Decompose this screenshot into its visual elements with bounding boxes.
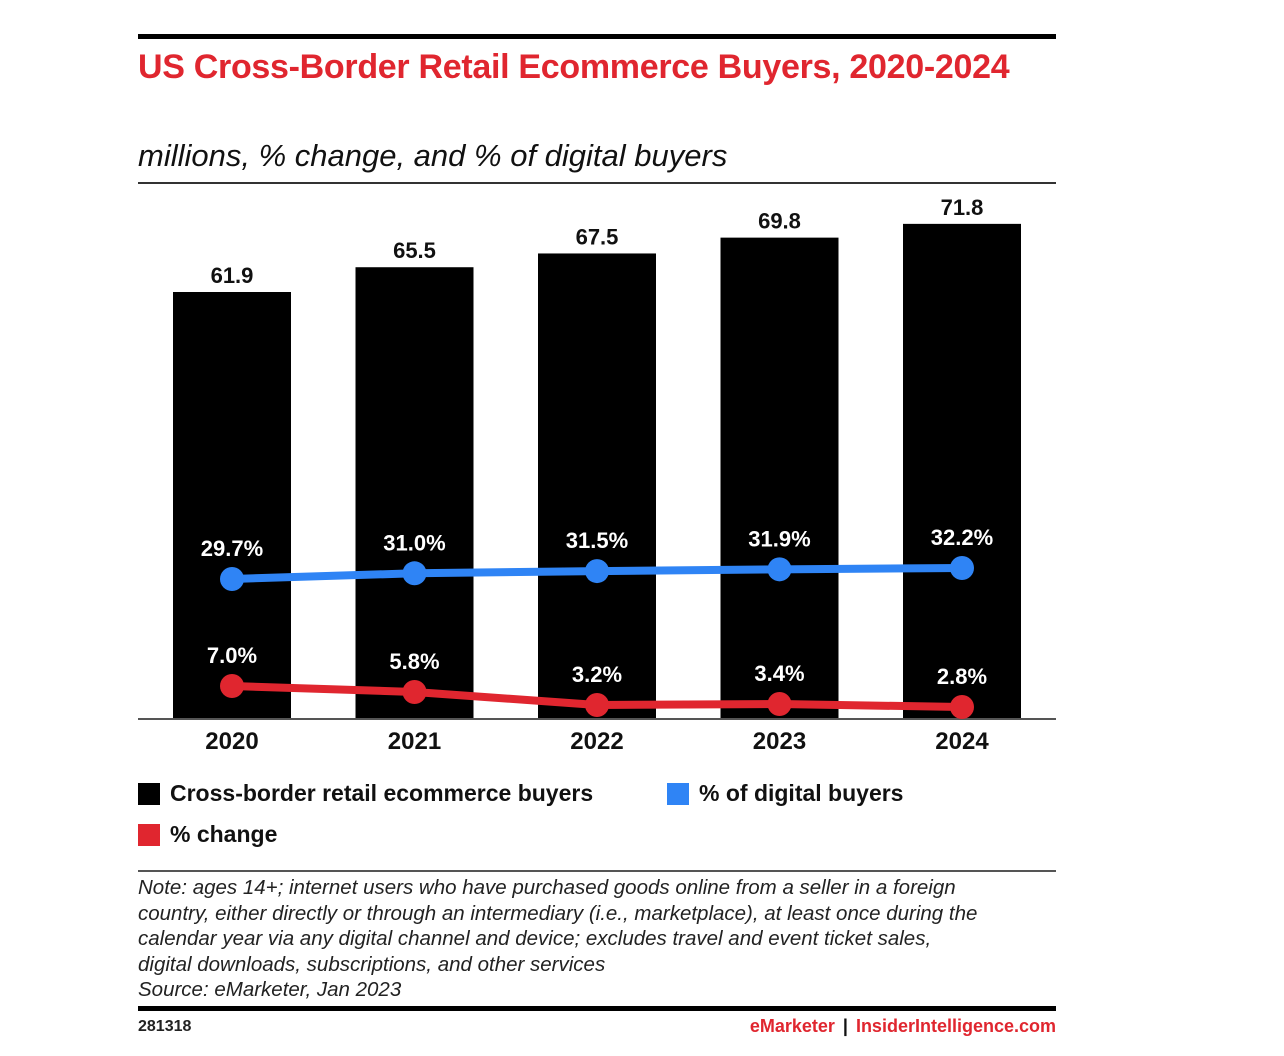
bar-value-label: 61.9 [211, 263, 254, 288]
pct-change-point [585, 693, 609, 717]
chart-note: Note: ages 14+; internet users who have … [138, 875, 1056, 1003]
pct-change-data-label: 3.2% [572, 662, 622, 687]
subtitle-rule [138, 182, 1056, 184]
brand-separator: | [842, 1016, 848, 1036]
brand-emarketer: eMarketer [749, 1016, 835, 1036]
pct-change-point [402, 680, 427, 704]
note-rule [138, 870, 1056, 872]
x-tick-label: 2024 [935, 728, 989, 755]
pct-change-data-label: 5.8% [389, 649, 439, 674]
pct-change-point [767, 692, 792, 716]
chart-subtitle: millions, % change, and % of digital buy… [138, 138, 728, 173]
pct-change-point [950, 695, 974, 719]
bar [720, 237, 839, 719]
digital-buyers-data-label: 32.2% [931, 525, 993, 550]
combo-chart: 61.9 65.5 67.5 69.8 71.8 2020 2021 2022 2023 2024… [138, 195, 1056, 755]
legend-swatch-buyers [138, 782, 160, 805]
pct-change-data-label: 3.4% [754, 661, 804, 686]
footer-brand: eMarketer | InsiderIntelligence.com [750, 1016, 1056, 1037]
legend-item-digital: % of digital buyers [667, 780, 903, 807]
digital-buyers-data-label: 29.7% [201, 536, 263, 561]
x-tick-label: 2022 [570, 728, 623, 755]
pct-change-point [220, 674, 244, 698]
bar-value-label: 69.8 [758, 209, 801, 234]
note-line: Note: ages 14+; internet users who have … [138, 876, 956, 899]
legend-swatch-change [138, 823, 160, 846]
brand-site-link[interactable]: InsiderIntelligence.com [855, 1016, 1056, 1036]
x-tick-label: 2023 [753, 728, 806, 755]
x-tick-label: 2020 [205, 728, 258, 755]
digital-buyers-point [402, 561, 427, 586]
note-line: digital downloads, subscriptions, and ot… [138, 952, 606, 976]
note-line: country, either directly or through an i… [138, 901, 978, 925]
chart-id: 281318 [138, 1018, 192, 1035]
legend-swatch-digital [667, 782, 689, 805]
bar [355, 267, 474, 718]
bar-value-label: 67.5 [576, 224, 619, 249]
chart-title: US Cross-Border Retail Ecommerce Buyers,… [138, 48, 1010, 86]
pct-change-data-label: 7.0% [207, 643, 257, 668]
digital-buyers-data-label: 31.9% [748, 526, 810, 551]
legend-label-buyers: Cross-border retail ecommerce buyers [170, 780, 594, 806]
top-rule [138, 34, 1056, 39]
digital-buyers-point [220, 567, 244, 591]
note-line: calendar year via any digital channel an… [138, 927, 932, 950]
legend-item-buyers: Cross-border retail ecommerce buyers [138, 780, 593, 807]
digital-buyers-data-label: 31.0% [383, 530, 445, 555]
bar-value-label: 71.8 [941, 195, 984, 220]
bar [903, 223, 1021, 718]
source-line: Source: eMarketer, Jan 2023 [138, 978, 402, 1001]
bottom-rule [138, 1006, 1056, 1011]
pct-change-data-label: 2.8% [937, 664, 987, 689]
legend-label-change: % change [170, 821, 278, 847]
bar [173, 292, 291, 718]
legend-item-change: % change [138, 821, 277, 848]
digital-buyers-data-label: 31.5% [566, 528, 628, 553]
bar [538, 253, 656, 718]
digital-buyers-point [585, 559, 609, 584]
digital-buyers-point [767, 557, 792, 582]
bar-value-label: 65.5 [393, 238, 436, 263]
legend: Cross-border retail ecommerce buyers % o… [138, 776, 1056, 866]
x-tick-label: 2021 [388, 728, 441, 755]
digital-buyers-point [950, 556, 974, 580]
legend-label-digital: % of digital buyers [699, 780, 904, 806]
